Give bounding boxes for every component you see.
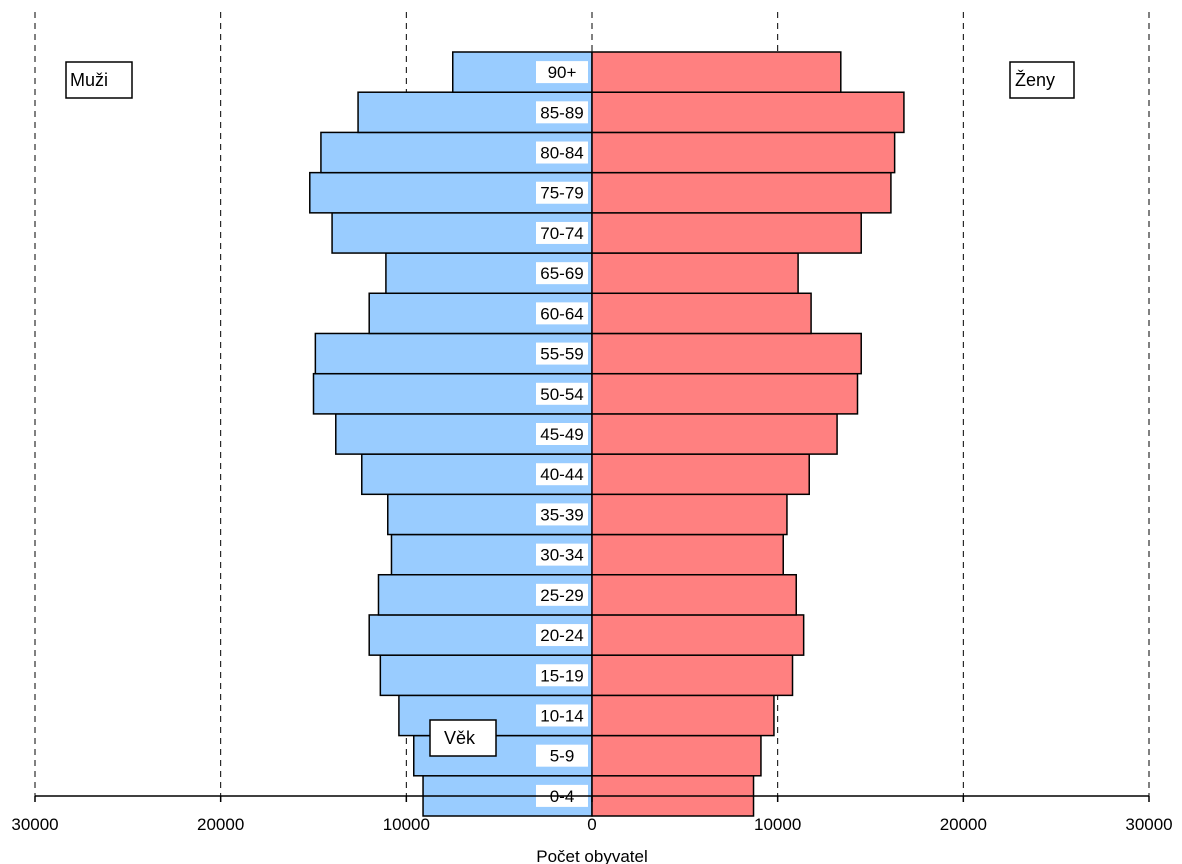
age-label-20-24: 20-24: [540, 626, 583, 645]
x-tick-label: 0: [587, 815, 596, 834]
bar-women-90+: [591, 51, 842, 93]
age-label-bg: [536, 342, 588, 365]
bar-women-30-34: [591, 533, 784, 576]
bar-women-25-29: [591, 573, 797, 616]
age-label-50-54: 50-54: [540, 385, 583, 404]
bar-women-70-74: [591, 212, 862, 254]
age-label-bg: [536, 221, 588, 244]
bar-women-40-44: [591, 453, 810, 496]
age-label-40-44: 40-44: [540, 465, 583, 484]
age-label-5-9: 5-9: [550, 747, 575, 766]
bar-women-20-24: [591, 614, 805, 656]
age-label-45-49: 45-49: [540, 425, 583, 444]
age-axis-box: Věk: [429, 719, 497, 757]
age-label-80-84: 80-84: [540, 144, 583, 163]
age-label-90+: 90+: [548, 63, 577, 82]
bar-women-10-14: [591, 694, 775, 737]
bar-women-85-89: [591, 91, 905, 134]
bar-women-35-39: [591, 493, 788, 536]
age-label-bg: [536, 744, 588, 767]
age-label-bg: [536, 101, 588, 124]
legend-women-box: Ženy: [1009, 61, 1075, 99]
age-label-bg: [536, 141, 588, 164]
age-label-bg: [536, 664, 588, 687]
x-tick-label: 10000: [754, 815, 801, 834]
x-tick-label: 20000: [940, 815, 987, 834]
legend-men-label: Muži: [70, 70, 108, 90]
age-label-bg: [536, 61, 588, 84]
bar-women-50-54: [591, 372, 859, 415]
age-label-bg: [536, 704, 588, 727]
legend-women-label: Ženy: [1015, 70, 1055, 90]
x-axis-title: Počet obyvatel: [536, 847, 648, 864]
legend-men-box: Muži: [65, 61, 133, 99]
bar-women-80-84: [591, 131, 896, 174]
bar-women-65-69: [591, 252, 799, 295]
age-label-30-34: 30-34: [540, 546, 583, 565]
bar-women-15-19: [591, 654, 794, 697]
women-bars: [591, 51, 905, 817]
age-label-bg: [536, 302, 588, 325]
age-label-85-89: 85-89: [540, 103, 583, 122]
age-label-55-59: 55-59: [540, 345, 583, 364]
bar-women-60-64: [591, 292, 812, 335]
age-label-15-19: 15-19: [540, 666, 583, 685]
age-label-75-79: 75-79: [540, 184, 583, 203]
age-label-bg: [536, 543, 588, 566]
age-label-bg: [536, 624, 588, 647]
x-axis-ticks: 30000 20000 10000 0 10000 20000 30000: [11, 796, 1173, 834]
age-label-bg: [536, 583, 588, 606]
age-labels: 0-45-910-1415-1920-2425-2930-3435-3940-4…: [536, 61, 588, 807]
age-label-60-64: 60-64: [540, 304, 583, 323]
x-tick-label: 10000: [383, 815, 430, 834]
age-label-25-29: 25-29: [540, 586, 583, 605]
age-label-bg: [536, 262, 588, 285]
age-label-35-39: 35-39: [540, 505, 583, 524]
age-label-bg: [536, 181, 588, 204]
bar-women-5-9: [591, 734, 762, 777]
bar-women-45-49: [591, 413, 838, 455]
age-label-70-74: 70-74: [540, 224, 583, 243]
age-label-65-69: 65-69: [540, 264, 583, 283]
age-label-bg: [536, 423, 588, 445]
bar-women-55-59: [591, 332, 862, 375]
bar-women-75-79: [591, 171, 892, 214]
age-label-bg: [536, 382, 588, 405]
age-label-10-14: 10-14: [540, 706, 583, 725]
x-tick-label: 30000: [11, 815, 58, 834]
age-label-bg: [536, 503, 588, 526]
age-label-bg: [536, 463, 588, 486]
x-tick-label: 30000: [1125, 815, 1172, 834]
x-tick-label: 20000: [197, 815, 244, 834]
age-axis-label: Věk: [444, 728, 476, 748]
